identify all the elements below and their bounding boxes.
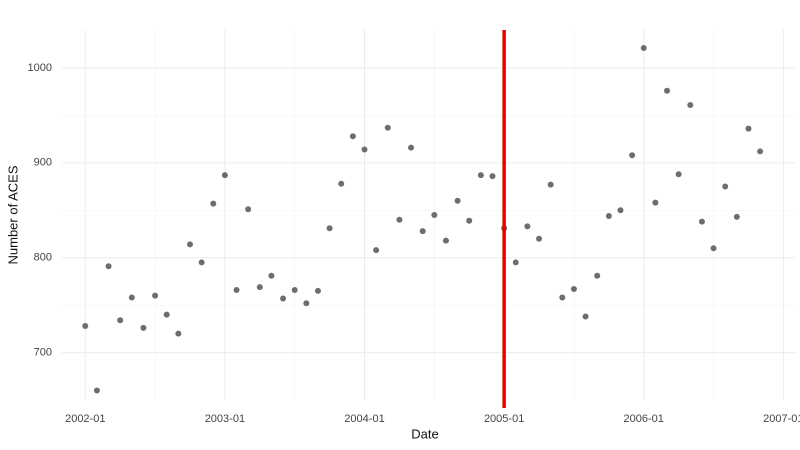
point [245,206,252,213]
point [477,172,484,179]
point [105,263,112,270]
x-tick-label: 2003-01 [205,413,245,425]
point [163,311,170,318]
point [233,286,240,293]
x-tick-label: 2007-01 [763,413,800,425]
y-axis-label: Number of ACES [5,165,20,264]
point [93,387,100,394]
point [175,330,182,337]
point [256,284,263,291]
point [373,247,380,254]
point [698,218,705,225]
y-tick-label: 1000 [28,62,52,74]
point [431,212,438,218]
point [466,217,473,224]
point [757,148,764,155]
x-tick-label: 2004-01 [344,413,384,425]
point [570,286,577,292]
point [186,241,193,248]
point [117,317,124,324]
point [745,125,752,132]
point [221,172,228,179]
point [396,216,403,223]
point [280,295,287,302]
point [338,180,345,187]
point [524,223,531,230]
point [152,292,159,299]
point [710,245,717,252]
point [733,213,740,220]
point [408,144,415,151]
point [640,45,647,52]
y-tick-label: 900 [34,157,52,169]
x-tick-label: 2005-01 [484,413,524,425]
point [512,259,519,266]
point [559,294,566,301]
point [652,199,659,206]
point [210,200,217,207]
point [326,225,333,232]
y-tick-label: 700 [34,346,52,358]
point [675,171,682,178]
point [687,101,694,108]
point [617,207,624,214]
point [722,183,729,190]
point [454,197,461,204]
point [361,146,368,153]
point [419,228,426,235]
y-tick-label: 800 [34,252,52,264]
point [349,133,356,140]
point [605,212,612,219]
point [536,235,543,242]
point [594,272,601,279]
point [303,300,310,307]
x-tick-label: 2006-01 [624,413,664,425]
point [582,313,589,320]
x-axis-label: Date [411,426,438,441]
point [291,286,298,293]
point [82,323,89,329]
point [384,124,391,131]
point [128,294,135,301]
point [629,152,636,159]
point [547,181,554,188]
point [442,237,449,244]
point [198,259,205,266]
x-tick-label: 2002-01 [65,413,105,425]
point [489,173,496,180]
point [140,324,147,331]
point [664,87,671,94]
point [314,287,321,294]
point [268,272,275,279]
